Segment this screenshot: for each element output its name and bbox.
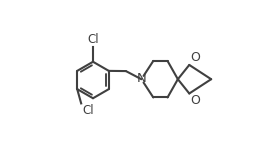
Text: Cl: Cl [87,33,99,46]
Text: O: O [190,51,200,64]
Text: O: O [190,94,200,107]
Text: Cl: Cl [83,104,95,117]
Text: N: N [136,72,146,85]
